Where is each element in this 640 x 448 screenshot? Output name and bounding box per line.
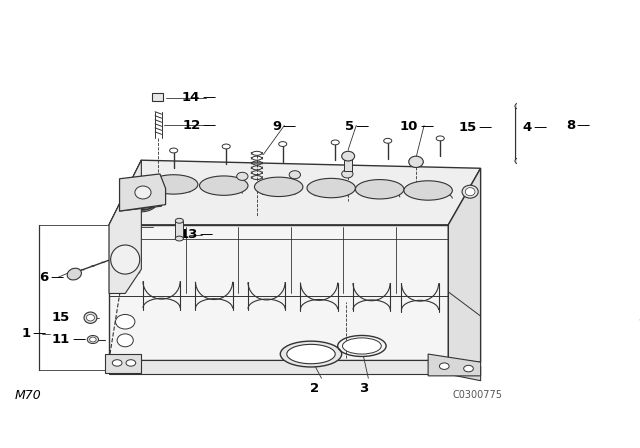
Ellipse shape <box>84 312 97 323</box>
Ellipse shape <box>287 345 335 364</box>
Ellipse shape <box>409 156 423 168</box>
Text: 5: 5 <box>345 120 354 133</box>
Polygon shape <box>105 354 141 373</box>
Ellipse shape <box>278 142 287 146</box>
Text: 7: 7 <box>638 318 640 331</box>
Text: 14: 14 <box>182 91 200 104</box>
Ellipse shape <box>115 314 135 329</box>
Ellipse shape <box>175 218 184 223</box>
Polygon shape <box>109 160 481 225</box>
Ellipse shape <box>117 334 133 347</box>
Text: —: — <box>73 333 86 346</box>
Ellipse shape <box>463 366 474 372</box>
Ellipse shape <box>465 188 475 196</box>
Polygon shape <box>109 160 141 360</box>
Bar <box>515 106 524 161</box>
Bar <box>152 93 163 101</box>
Ellipse shape <box>384 138 392 143</box>
Text: 1: 1 <box>22 327 31 340</box>
Ellipse shape <box>307 178 355 198</box>
Text: 2: 2 <box>310 382 319 395</box>
Ellipse shape <box>67 268 81 280</box>
Ellipse shape <box>515 103 524 109</box>
Ellipse shape <box>515 158 524 164</box>
Ellipse shape <box>90 337 96 342</box>
Text: 15: 15 <box>458 121 477 134</box>
Ellipse shape <box>342 170 353 178</box>
Ellipse shape <box>342 151 355 161</box>
Text: 12: 12 <box>182 119 200 132</box>
Ellipse shape <box>588 323 604 335</box>
Ellipse shape <box>112 360 122 366</box>
Text: —: — <box>355 120 369 133</box>
Text: M70: M70 <box>15 389 42 402</box>
Text: 9: 9 <box>272 120 281 133</box>
Polygon shape <box>448 360 481 381</box>
Ellipse shape <box>149 175 198 194</box>
Text: —: — <box>420 120 433 133</box>
Text: —: — <box>50 271 63 284</box>
Ellipse shape <box>222 144 230 149</box>
Text: —: — <box>533 121 547 134</box>
Ellipse shape <box>355 180 404 199</box>
Text: 4: 4 <box>522 121 531 134</box>
Ellipse shape <box>462 185 478 198</box>
Text: —: — <box>283 120 296 133</box>
Ellipse shape <box>255 177 303 197</box>
Ellipse shape <box>87 336 99 344</box>
Text: C0300775: C0300775 <box>452 390 502 400</box>
Polygon shape <box>109 360 448 374</box>
Ellipse shape <box>126 360 136 366</box>
Ellipse shape <box>436 136 444 141</box>
Polygon shape <box>120 187 161 211</box>
Ellipse shape <box>200 176 248 195</box>
Ellipse shape <box>135 186 151 199</box>
Text: 10: 10 <box>400 120 419 133</box>
Polygon shape <box>109 225 448 360</box>
Ellipse shape <box>175 236 184 241</box>
Polygon shape <box>109 160 141 293</box>
Text: 11: 11 <box>52 333 70 346</box>
Text: —: — <box>200 228 212 241</box>
Text: 6: 6 <box>39 271 49 284</box>
Ellipse shape <box>331 140 339 145</box>
Ellipse shape <box>280 341 342 367</box>
Ellipse shape <box>440 363 449 370</box>
Text: 15: 15 <box>52 311 70 324</box>
Text: —: — <box>202 91 215 104</box>
Text: —: — <box>32 327 45 340</box>
Ellipse shape <box>170 148 178 153</box>
Text: —: — <box>478 121 492 134</box>
Ellipse shape <box>289 171 301 179</box>
Ellipse shape <box>111 245 140 274</box>
Ellipse shape <box>86 314 95 321</box>
Polygon shape <box>120 174 166 211</box>
Ellipse shape <box>237 172 248 181</box>
Text: 8: 8 <box>566 119 575 132</box>
Ellipse shape <box>404 181 452 200</box>
Bar <box>344 156 352 171</box>
Polygon shape <box>448 168 481 362</box>
Text: —: — <box>202 119 215 132</box>
Text: —: — <box>577 119 590 132</box>
Ellipse shape <box>342 338 381 354</box>
Polygon shape <box>428 354 481 376</box>
Text: 3: 3 <box>359 382 368 395</box>
Bar <box>175 221 184 238</box>
Text: 13: 13 <box>180 228 198 241</box>
